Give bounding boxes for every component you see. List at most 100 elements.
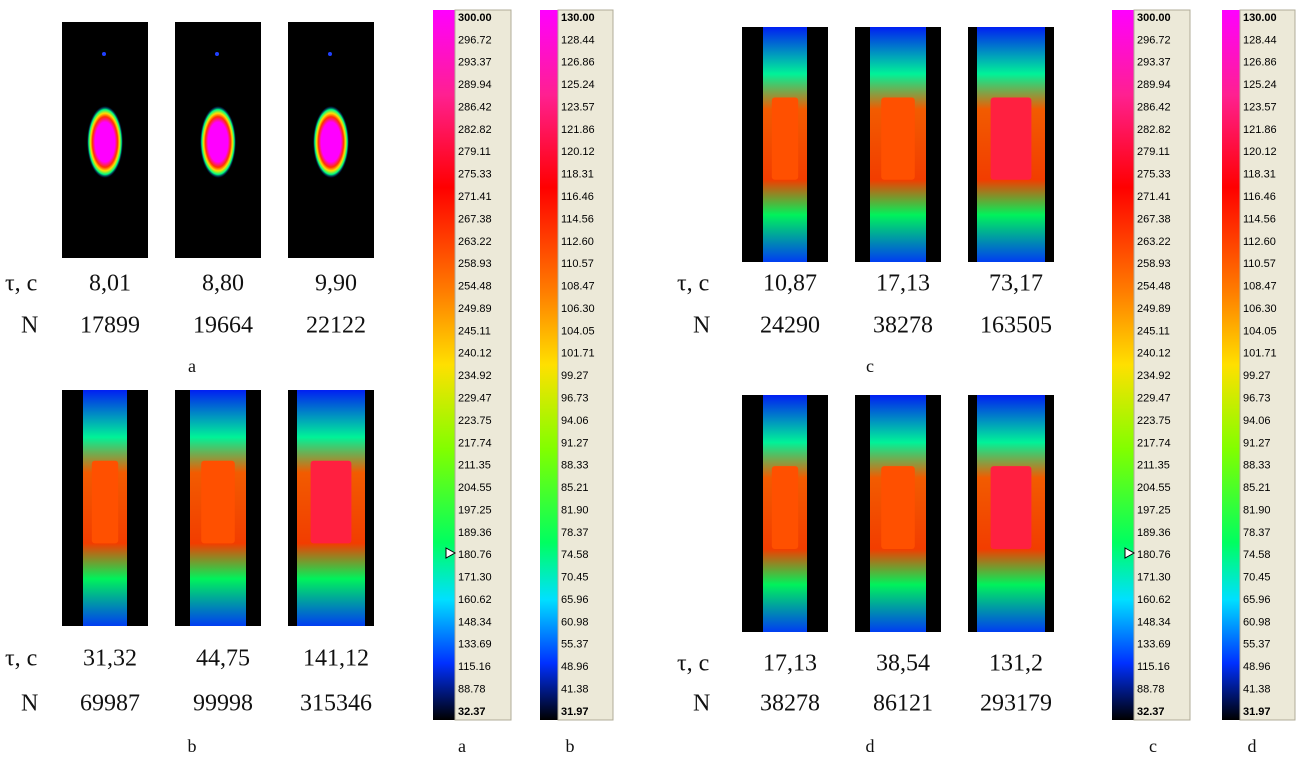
- scale-label: 249.89: [1137, 303, 1171, 315]
- scale-label: 108.47: [1243, 281, 1277, 293]
- n-value: 38278: [873, 313, 933, 339]
- scale-label: 296.72: [1137, 34, 1171, 46]
- scale-label: 148.34: [1137, 616, 1171, 628]
- scale-label: 74.58: [1243, 549, 1271, 561]
- tau-label: τ, c: [677, 651, 709, 677]
- scale-label: 286.42: [1137, 101, 1171, 113]
- hot-zone: [991, 98, 1032, 180]
- hot-spot: [87, 106, 123, 178]
- scale-label: 94.06: [561, 415, 589, 427]
- scale-label: 223.75: [1137, 415, 1171, 427]
- tau-label: τ, c: [677, 271, 709, 297]
- scale-label: 180.76: [458, 549, 492, 561]
- figure: 8,01178998,80196649,9022122τ, cNa31,3269…: [0, 0, 1306, 763]
- scale-label: 112.60: [561, 236, 594, 248]
- scale-label: 114.56: [561, 213, 594, 225]
- scale-label: 110.57: [1243, 258, 1276, 270]
- scale-label: 115.16: [1137, 661, 1170, 673]
- scale-label: 104.05: [561, 325, 595, 337]
- scale-label: 88.78: [458, 684, 486, 696]
- hot-zone: [881, 466, 915, 549]
- scale-label: 229.47: [1137, 392, 1171, 404]
- scale-label: 258.93: [1137, 258, 1171, 270]
- tau-value: 17,13: [763, 651, 817, 677]
- scale-label: 31.97: [1243, 706, 1271, 718]
- tau-value: 10,87: [763, 271, 817, 297]
- scale-label: 91.27: [1243, 437, 1271, 449]
- scale-label: 271.41: [458, 191, 492, 203]
- scale-label: 300.00: [458, 12, 492, 24]
- panel-caption: b: [188, 736, 197, 756]
- scale-label: 267.38: [458, 213, 492, 225]
- scale-caption: d: [1248, 736, 1257, 756]
- scale-label: 48.96: [561, 661, 589, 673]
- scale-label: 96.73: [561, 392, 589, 404]
- hot-zone: [991, 466, 1032, 549]
- scale-label: 128.44: [1243, 34, 1277, 46]
- scale-label: 229.47: [458, 392, 492, 404]
- scale-label: 101.71: [561, 348, 595, 360]
- scale-label: 240.12: [458, 348, 492, 360]
- n-value: 38278: [760, 691, 820, 717]
- n-value: 19664: [193, 313, 253, 339]
- scale-label: 116.46: [1243, 191, 1276, 203]
- scale-label: 116.46: [561, 191, 594, 203]
- n-value: 315346: [300, 691, 372, 717]
- scale-label: 121.86: [561, 124, 595, 136]
- scale-bar: [1112, 10, 1134, 720]
- scale-label: 171.30: [458, 572, 492, 584]
- n-label: N: [21, 691, 38, 717]
- tau-value: 8,80: [202, 271, 244, 297]
- scale-label: 289.94: [458, 79, 492, 91]
- scale-label: 197.25: [458, 504, 492, 516]
- n-value: 293179: [980, 691, 1052, 717]
- hot-zone: [311, 461, 352, 544]
- scale-label: 217.74: [1137, 437, 1171, 449]
- scale-label: 180.76: [1137, 549, 1171, 561]
- scale-label: 55.37: [1243, 639, 1271, 651]
- scale-label: 123.57: [561, 101, 595, 113]
- scale-label: 125.24: [1243, 79, 1277, 91]
- scale-label: 78.37: [561, 527, 589, 539]
- scale-label: 60.98: [561, 616, 589, 628]
- hot-spot: [313, 106, 349, 178]
- scale-label: 99.27: [1243, 370, 1271, 382]
- scale-label-bg: [558, 10, 613, 720]
- scale-bar: [1222, 10, 1240, 720]
- scale-caption: a: [458, 736, 466, 756]
- scale-label: 282.82: [458, 124, 492, 136]
- scale-label: 245.11: [458, 325, 491, 337]
- scale-label: 296.72: [458, 34, 492, 46]
- scale-label-bg: [455, 10, 511, 720]
- scale-label: 211.35: [458, 460, 491, 472]
- scale-label: 118.31: [561, 169, 594, 181]
- tau-value: 8,01: [89, 271, 131, 297]
- tau-label: τ, c: [5, 271, 37, 297]
- tau-value: 38,54: [876, 651, 930, 677]
- panel-caption: c: [866, 356, 874, 376]
- scale-label: 217.74: [458, 437, 492, 449]
- scale-label: 263.22: [458, 236, 492, 248]
- scale-label-bg: [1134, 10, 1190, 720]
- tau-value: 44,75: [196, 646, 250, 672]
- scale-label: 70.45: [561, 572, 589, 584]
- scale-label: 189.36: [458, 527, 492, 539]
- scale-label: 286.42: [458, 101, 492, 113]
- scale-label: 108.47: [561, 281, 595, 293]
- tau-value: 141,12: [303, 646, 369, 672]
- scale-label: 121.86: [1243, 124, 1277, 136]
- scale-label: 223.75: [458, 415, 492, 427]
- tau-label: τ, c: [5, 646, 37, 672]
- dot: [102, 52, 106, 56]
- scale-label: 189.36: [1137, 527, 1171, 539]
- scale-label: 275.33: [1137, 169, 1171, 181]
- scale-label: 32.37: [458, 706, 486, 718]
- scale-label: 126.86: [1243, 57, 1277, 69]
- tau-value: 73,17: [989, 271, 1043, 297]
- scale-label: 70.45: [1243, 572, 1271, 584]
- scale-label-bg: [1240, 10, 1295, 720]
- scale-label: 118.31: [1243, 169, 1276, 181]
- tau-value: 131,2: [989, 651, 1043, 677]
- scale-label: 60.98: [1243, 616, 1271, 628]
- scale-label: 88.78: [1137, 684, 1165, 696]
